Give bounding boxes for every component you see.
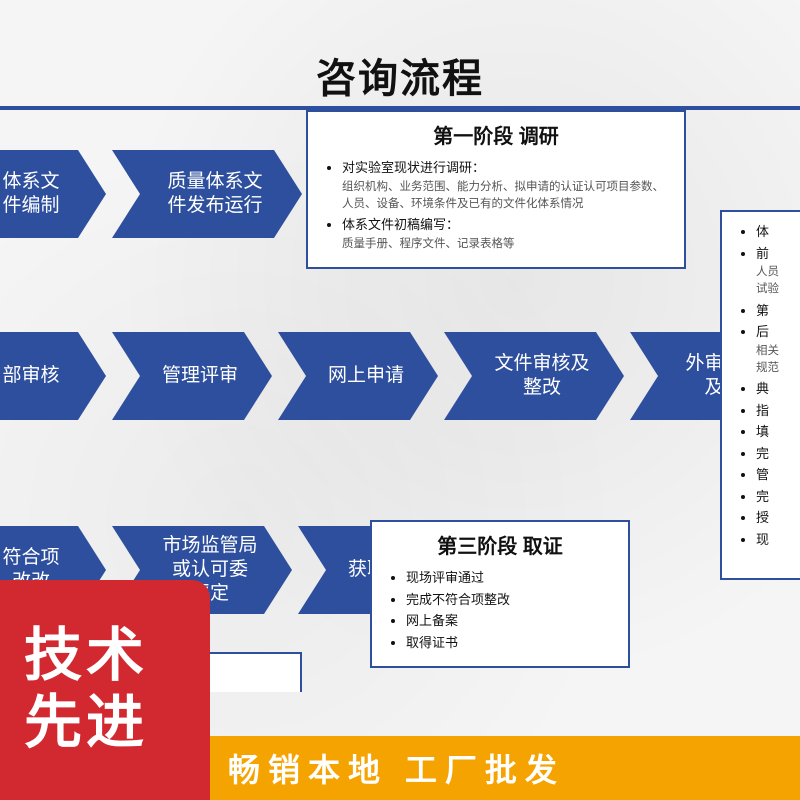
bullet-sub: 组织机构、业务范围、能力分析、拟申请的认证认可项目参数、人员、设备、环境条件及已…: [342, 179, 670, 214]
bullet: 完成不符合项整改: [406, 590, 614, 610]
bullet: 指: [756, 401, 800, 421]
bullet: 完: [756, 444, 800, 464]
bullet-main: 对实验室现状进行调研：: [342, 160, 485, 175]
chevron-label: 体系文件编制: [2, 170, 59, 218]
phase1-bullets: 对实验室现状进行调研： 组织机构、业务范围、能力分析、拟申请的认证认可项目参数、…: [322, 158, 670, 253]
chevron-label: 质量体系文件发布运行: [167, 170, 262, 218]
chevron-label: 管理评审: [162, 364, 238, 388]
promo-badge: 技术 先进: [0, 580, 210, 800]
chevron-r1-1: 质量体系文件发布运行: [112, 150, 302, 238]
chevron-r1-0: 体系文件编制: [0, 150, 106, 238]
bullet: 网上备案: [406, 611, 614, 631]
right-bullets: 体 前人员试验 第 后相关规范 典 指 填 完 管 完 授 现: [736, 222, 800, 549]
phase1-title: 第一阶段 调研: [322, 122, 670, 152]
bullet: 典: [756, 379, 800, 399]
phase3-bullets: 现场评审通过 完成不符合项整改 网上备案 取得证书: [386, 568, 614, 652]
bullet: 后相关规范: [756, 322, 800, 377]
chevron-r2-1: 管理评审: [112, 332, 272, 420]
promo-line2: 先进: [24, 690, 210, 757]
detail-box-phase1: 第一阶段 调研 对实验室现状进行调研： 组织机构、业务范围、能力分析、拟申请的认…: [306, 110, 686, 269]
detail-box-phase3: 第三阶段 取证 现场评审通过 完成不符合项整改 网上备案 取得证书: [370, 520, 630, 668]
chevron-r2-2: 网上申请: [278, 332, 438, 420]
detail-box-right: 体 前人员试验 第 后相关规范 典 指 填 完 管 完 授 现: [720, 210, 800, 580]
phase3-title: 第三阶段 取证: [386, 532, 614, 562]
bullet: 对实验室现状进行调研： 组织机构、业务范围、能力分析、拟申请的认证认可项目参数、…: [342, 158, 670, 213]
bullet: 体: [756, 222, 800, 242]
footer-text: 畅销本地 工厂批发: [228, 745, 565, 791]
chevron-row-2: 部审核 管理评审 网上申请 文件审核及整改 外审前预审及培训: [0, 332, 800, 420]
bullet: 体系文件初稿编写： 质量手册、程序文件、记录表格等: [342, 215, 670, 253]
bullet-main: 体系文件初稿编写：: [342, 217, 459, 232]
chevron-label: 网上申请: [328, 364, 404, 388]
chevron-label: 文件审核及整改: [494, 352, 589, 400]
bullet: 现场评审通过: [406, 568, 614, 588]
bullet: 前人员试验: [756, 244, 800, 299]
promo-line1: 技术: [24, 623, 210, 690]
bullet: 管: [756, 465, 800, 485]
chevron-label: 部审核: [2, 364, 59, 388]
bullet: 第: [756, 301, 800, 321]
chevron-r2-3: 文件审核及整改: [444, 332, 624, 420]
bullet: 完: [756, 487, 800, 507]
bullet-sub: 质量手册、程序文件、记录表格等: [342, 236, 670, 253]
bullet: 取得证书: [406, 633, 614, 653]
chevron-r2-0: 部审核: [0, 332, 106, 420]
bullet: 填: [756, 422, 800, 442]
page-title: 咨询流程: [316, 46, 484, 104]
bullet: 授: [756, 508, 800, 528]
